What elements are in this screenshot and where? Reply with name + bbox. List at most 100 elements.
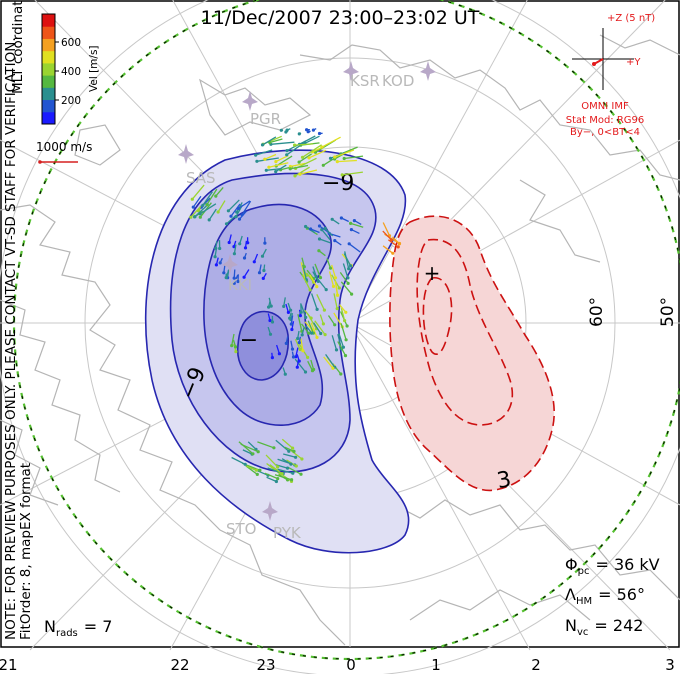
- velocity-vector-origin: [274, 160, 278, 164]
- velocity-vector-origin: [331, 366, 335, 370]
- velocity-vector-origin: [236, 279, 240, 284]
- velocity-vector: [315, 275, 327, 291]
- velocity-vector-origin: [292, 449, 296, 453]
- velocity-vector-origin: [236, 206, 240, 211]
- velocity-vector-origin: [307, 156, 311, 160]
- velocity-vector-origin: [308, 288, 312, 292]
- colorbar-tick-400: 400: [61, 66, 81, 78]
- velocity-vector: [286, 141, 307, 156]
- velocity-vector: [290, 164, 309, 170]
- velocity-vector: [302, 144, 322, 158]
- velocity-vector: [274, 474, 292, 481]
- velocity-vector-origin: [310, 331, 314, 335]
- velocity-vector-origin: [290, 347, 295, 351]
- velocity-vector-origin: [352, 219, 356, 223]
- velocity-vector-origin: [317, 237, 322, 241]
- velocity-vector-origin: [309, 227, 313, 231]
- lambda-hm-symbol: Λ: [565, 585, 576, 604]
- velocity-vector: [319, 314, 325, 325]
- velocity-vector: [202, 191, 213, 206]
- velocity-vector: [340, 281, 353, 295]
- velocity-vector-origin: [324, 288, 328, 292]
- velocity-vector-origin: [258, 468, 262, 472]
- velocity-vector-origin: [321, 322, 325, 326]
- velocity-vector-origin: [218, 246, 222, 251]
- velocity-vector: [314, 320, 326, 335]
- velocity-vector-origin: [302, 265, 306, 269]
- velocity-vector-origin: [191, 205, 195, 209]
- colorbar-cell: [42, 62, 55, 76]
- velocity-vector: [299, 169, 318, 175]
- velocity-vector: [325, 354, 336, 368]
- velocity-vector-origin: [317, 249, 321, 253]
- velocity-vector: [281, 438, 294, 449]
- velocity-vector-origin: [280, 472, 284, 476]
- station-label-pyk: PYK: [273, 524, 302, 542]
- velocity-vector-origin: [294, 464, 298, 468]
- reference-vector-label: 1000 m/s: [36, 140, 92, 154]
- velocity-vector: [240, 443, 259, 453]
- velocity-vector-origin: [263, 241, 267, 245]
- velocity-vector-origin: [243, 246, 248, 250]
- velocity-vector-origin: [337, 286, 341, 290]
- velocity-vector: [264, 153, 277, 160]
- velocity-vector-origin: [207, 218, 211, 222]
- velocity-vector: [286, 140, 307, 152]
- velocity-vector-origin: [317, 131, 322, 136]
- velocity-vector-origin: [290, 327, 294, 332]
- positive-potential-cell: [389, 215, 555, 492]
- velocity-vector: [319, 238, 331, 244]
- velocity-vectors: [189, 128, 402, 484]
- velocity-vector-origin: [214, 194, 218, 198]
- velocity-vector: [215, 186, 224, 197]
- velocity-vector: [344, 155, 364, 160]
- velocity-vector-origin: [285, 149, 289, 153]
- velocity-vector: [231, 456, 246, 465]
- velocity-vector-origin: [299, 472, 303, 476]
- velocity-vector-origin: [224, 222, 229, 226]
- velocity-vector-origin: [218, 261, 222, 265]
- velocity-vector-origin: [333, 276, 338, 280]
- velocity-vector-origin: [318, 276, 323, 280]
- velocity-vector: [328, 271, 335, 287]
- velocity-vector-origin: [344, 310, 348, 314]
- velocity-vector-origin: [283, 372, 287, 376]
- velocity-vector-origin: [346, 281, 350, 285]
- velocity-vector: [268, 162, 289, 168]
- velocity-vector-origin: [303, 370, 308, 374]
- velocity-vector-origin: [301, 349, 305, 353]
- imf-plus-z-label: +Z (5 nT): [607, 13, 655, 24]
- velocity-vector: [262, 136, 277, 146]
- mlt-tick-0: 0: [346, 656, 356, 674]
- station-label-ksr: KSR: [350, 72, 380, 90]
- station-label-sto: STO: [226, 520, 257, 538]
- velocity-vector-origin: [261, 276, 265, 280]
- imf-source-label: OMNI IMF: [581, 101, 629, 112]
- velocity-vector-origin: [276, 465, 280, 469]
- radar-stations: [178, 61, 436, 521]
- velocity-vector: [334, 281, 339, 296]
- velocity-vector-origin: [346, 276, 350, 280]
- velocity-vector: [321, 229, 331, 241]
- velocity-vector-origin: [333, 155, 337, 159]
- velocity-vector: [217, 200, 226, 213]
- velocity-vector-origin: [290, 478, 294, 482]
- velocity-vector: [266, 167, 282, 171]
- velocity-vector: [283, 453, 296, 458]
- velocity-vector-origin: [254, 468, 258, 472]
- velocity-vector-origin: [298, 314, 302, 318]
- velocity-vector-origin: [193, 215, 197, 219]
- colorbar-cell: [42, 38, 55, 52]
- positive-contour-label: 3: [495, 467, 513, 494]
- map-title: 11/Dec/2007 23:00–23:02 UT: [201, 7, 480, 29]
- velocity-vector: [247, 441, 257, 450]
- negative-contour-label: −9: [322, 171, 354, 196]
- n-vc-value: = 242: [594, 616, 643, 635]
- potential-maximum-marker: +: [424, 261, 441, 285]
- velocity-vector-origin: [268, 332, 273, 336]
- velocity-vector-origin: [306, 355, 310, 359]
- velocity-vector: [340, 308, 346, 321]
- mlt-tick-3: 3: [665, 656, 675, 674]
- velocity-vector-origin: [237, 217, 242, 221]
